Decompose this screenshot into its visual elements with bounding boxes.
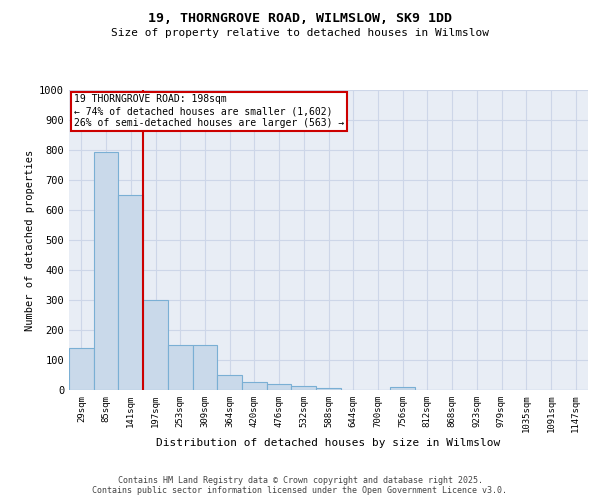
Bar <box>118 195 143 390</box>
Bar <box>316 388 341 390</box>
Text: 19, THORNGROVE ROAD, WILMSLOW, SK9 1DD: 19, THORNGROVE ROAD, WILMSLOW, SK9 1DD <box>148 12 452 26</box>
X-axis label: Distribution of detached houses by size in Wilmslow: Distribution of detached houses by size … <box>157 438 500 448</box>
Text: Size of property relative to detached houses in Wilmslow: Size of property relative to detached ho… <box>111 28 489 38</box>
Bar <box>267 384 292 390</box>
Bar <box>217 375 242 390</box>
Bar <box>292 386 316 390</box>
Bar <box>390 387 415 390</box>
Text: 19 THORNGROVE ROAD: 198sqm
← 74% of detached houses are smaller (1,602)
26% of s: 19 THORNGROVE ROAD: 198sqm ← 74% of deta… <box>74 94 344 128</box>
Bar <box>168 345 193 390</box>
Bar <box>69 348 94 390</box>
Bar <box>242 382 267 390</box>
Y-axis label: Number of detached properties: Number of detached properties <box>25 150 35 330</box>
Bar <box>143 300 168 390</box>
Bar <box>193 345 217 390</box>
Text: Contains HM Land Registry data © Crown copyright and database right 2025.
Contai: Contains HM Land Registry data © Crown c… <box>92 476 508 495</box>
Bar <box>94 152 118 390</box>
